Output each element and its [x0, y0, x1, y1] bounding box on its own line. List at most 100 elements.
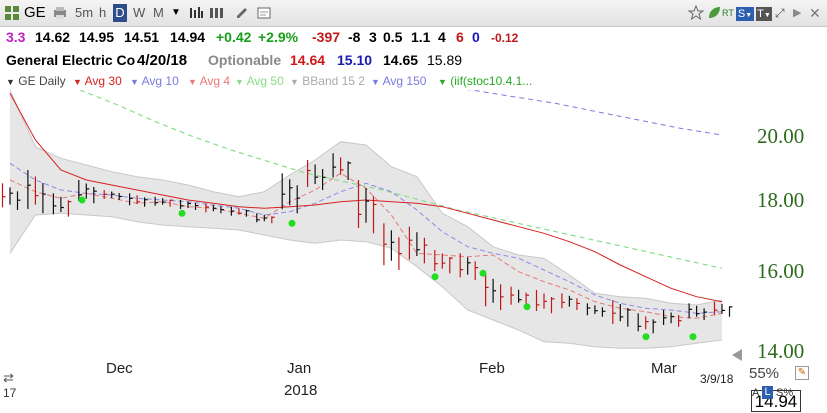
avg50-line: [79, 90, 723, 269]
legend-item-ge-daily[interactable]: ▼ GE Daily: [6, 74, 66, 88]
legend-item-bband[interactable]: ▼ BBand 15 2: [290, 74, 365, 88]
stat-value-8: 0: [472, 29, 480, 45]
legend-item-custom-formula[interactable]: ▼ (iif(stoc10.4.1...: [438, 74, 532, 88]
signal-dot: [523, 303, 531, 311]
legend-label-avg4: Avg 4: [199, 74, 231, 88]
t-badge[interactable]: T▼: [756, 7, 772, 21]
scroll-right-icon[interactable]: ▶: [793, 7, 802, 19]
legend-item-avg10[interactable]: ▼ Avg 10: [130, 74, 179, 88]
signal-dot: [78, 196, 86, 204]
close-value: 14.94: [170, 29, 206, 45]
timeframe-w[interactable]: W: [133, 5, 146, 20]
pencil-icon[interactable]: [234, 5, 250, 21]
price-chart[interactable]: 20.00 18.00 16.00 14.00 14.94 Dec Jan Fe…: [0, 90, 827, 412]
y-tick-18: 18.00: [757, 188, 805, 212]
x-label-feb: Feb: [479, 360, 505, 377]
zoom-label[interactable]: 55%: [749, 365, 780, 382]
columns-icon[interactable]: [208, 5, 224, 21]
chart-scroll-arrow-icon: [732, 349, 742, 361]
quote-date: 4/20/18: [137, 52, 188, 69]
change-value: +0.42: [216, 29, 252, 45]
chart-svg: [1, 90, 742, 361]
rt-label[interactable]: RT: [722, 8, 734, 18]
signal-dot: [479, 269, 487, 277]
dropdown-arrow-icon[interactable]: ▼: [171, 7, 181, 18]
y-tick-20: 20.00: [757, 124, 805, 148]
date-label: 3/9/18: [700, 372, 734, 386]
x-label-dec: Dec: [106, 360, 133, 377]
signal-dot: [431, 273, 439, 281]
s-badge-label: S: [737, 8, 746, 20]
scale-a-button[interactable]: A: [752, 387, 760, 399]
y-tick-16: 16.00: [757, 259, 805, 283]
x-label-mar: Mar: [651, 360, 677, 377]
legend-arrow-icon: ▼: [188, 77, 197, 87]
close-icon[interactable]: ✕: [809, 5, 821, 21]
stat-value-5: 1.1: [411, 29, 431, 45]
signal-dot: [642, 333, 650, 341]
toolbar: GE 5m h D W M ▼ RT S▼ T▼ ⤢ ▶ ✕: [0, 0, 827, 27]
legend-label-bband: BBand 15 2: [302, 74, 365, 88]
edit-icon[interactable]: ✎: [795, 366, 809, 380]
info-bar: General Electric Co 4/20/18 Optionable 1…: [0, 50, 827, 70]
signal-dot: [178, 209, 186, 217]
legend-arrow-icon: ▼: [290, 77, 299, 87]
avg150-line: [465, 90, 723, 136]
price-red: 14.64: [290, 52, 326, 68]
stat-value-3: 3: [369, 29, 377, 45]
legend-arrow-icon: ▼: [6, 77, 15, 87]
printer-icon[interactable]: [52, 5, 68, 21]
legend-arrow-icon: ▼: [235, 77, 244, 87]
grid-icon[interactable]: [4, 5, 20, 21]
timeframe-5m[interactable]: 5m: [75, 5, 94, 20]
legend-item-avg30[interactable]: ▼ Avg 30: [73, 74, 122, 88]
bar-chart-icon[interactable]: [188, 5, 204, 21]
legend-arrow-icon: ▼: [438, 77, 447, 87]
y-tick-14: 14.00: [757, 339, 805, 363]
x-label-year: 2018: [284, 382, 318, 399]
legend-label-ge-daily: GE Daily: [18, 74, 66, 88]
scale-spct-button[interactable]: S%: [776, 387, 794, 399]
t-badge-label: T: [757, 8, 764, 20]
volume-change-value: -397: [312, 29, 341, 45]
legend-arrow-icon: ▼: [371, 77, 380, 87]
signal-dot: [689, 333, 697, 341]
bollinger-upper-line: [9, 90, 723, 306]
price-bars: [1, 153, 733, 334]
legend-item-avg4[interactable]: ▼ Avg 4: [188, 74, 230, 88]
note-icon[interactable]: [256, 5, 272, 21]
stat-value-2: -8: [348, 29, 361, 45]
quote-bar: 3.3 14.62 14.95 14.51 14.94 +0.42 +2.9% …: [0, 26, 827, 48]
change-pct-value: +2.9%: [258, 29, 299, 45]
stat-value-9: -0.12: [491, 31, 519, 45]
refresh-icon[interactable]: ⇄: [3, 370, 14, 385]
high-value: 14.95: [79, 29, 115, 45]
scale-l-button[interactable]: L: [762, 386, 773, 399]
leaf-icon[interactable]: [706, 5, 722, 21]
resize-icon[interactable]: ⤢: [775, 6, 785, 20]
timeframe-d[interactable]: D: [113, 4, 127, 22]
avg10-line: [9, 162, 723, 314]
star-icon[interactable]: [687, 4, 705, 21]
legend-label-avg30: Avg 30: [84, 74, 122, 88]
low-value: 14.51: [124, 29, 160, 45]
price-plain: 15.89: [427, 52, 463, 68]
legend: ▼ GE Daily ▼ Avg 30 ▼ Avg 10 ▼ Avg 4 ▼ A…: [0, 72, 720, 90]
legend-arrow-icon: ▼: [130, 77, 139, 87]
legend-item-avg50[interactable]: ▼ Avg 50: [235, 74, 284, 88]
price-blue: 15.10: [337, 52, 373, 68]
bollinger-lower-line: [9, 212, 723, 349]
stat-value-4: 0.5: [383, 29, 403, 45]
open-value: 14.62: [35, 29, 71, 45]
legend-arrow-icon: ▼: [73, 77, 82, 87]
bottom-left-label: 17: [3, 386, 17, 400]
optionable-label: Optionable: [208, 52, 282, 68]
symbol-label[interactable]: GE: [24, 4, 46, 21]
company-name: General Electric Co: [6, 52, 136, 68]
legend-item-avg150[interactable]: ▼ Avg 150: [371, 74, 426, 88]
t-badge-arrow: ▼: [763, 12, 771, 19]
legend-label-avg10: Avg 10: [141, 74, 179, 88]
s-badge[interactable]: S▼: [736, 7, 754, 21]
timeframe-m[interactable]: M: [153, 5, 164, 20]
timeframe-h[interactable]: h: [99, 5, 107, 20]
